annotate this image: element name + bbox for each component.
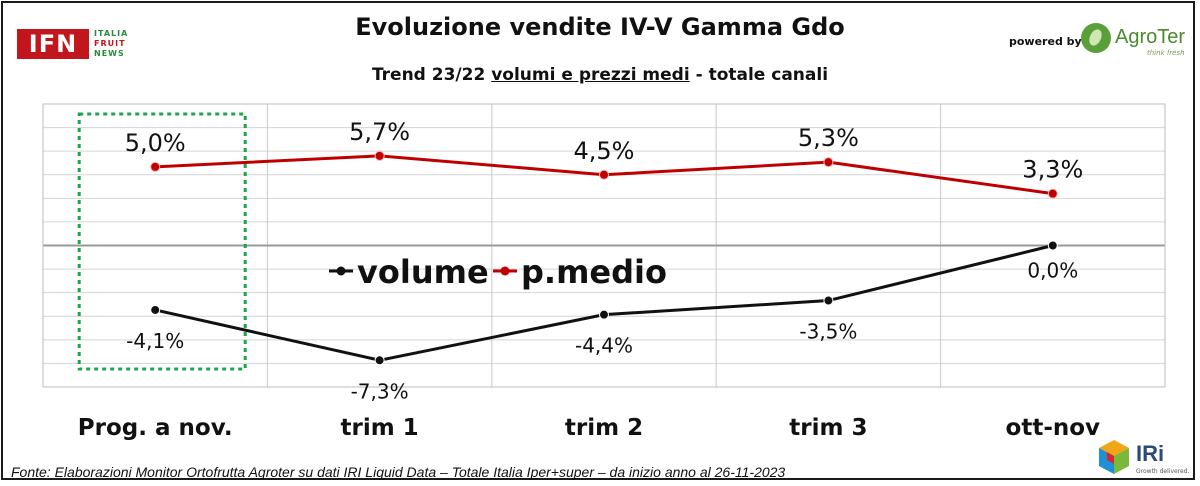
data-point-volume bbox=[374, 355, 385, 366]
subtitle-pre: Trend 23/22 bbox=[371, 65, 492, 85]
data-point-p.medio bbox=[599, 169, 609, 180]
chart-subtitle: Trend 23/22 volumi e prezzi medi - total… bbox=[3, 65, 1197, 85]
ifn-line-fruit: FRUIT bbox=[94, 39, 126, 48]
data-point-p.medio bbox=[1047, 188, 1058, 199]
ifn-mark: IFN bbox=[17, 29, 89, 59]
x-tick-label: trim 2 bbox=[565, 415, 643, 441]
data-label-p.medio: 4,5% bbox=[574, 137, 635, 165]
iri-logo: IRi Growth delivered. bbox=[1098, 439, 1192, 479]
data-label-p.medio: 5,7% bbox=[349, 118, 410, 146]
x-tick-label: ott-nov bbox=[1006, 415, 1101, 441]
subtitle-post: - totale canali bbox=[689, 65, 829, 85]
powered-by-label: powered by bbox=[1009, 35, 1082, 48]
data-label-volume: -3,5% bbox=[799, 320, 857, 344]
iri-cube-icon bbox=[1099, 440, 1129, 474]
data-label-volume: -4,1% bbox=[126, 329, 184, 353]
data-point-volume bbox=[823, 295, 834, 306]
data-point-p.medio bbox=[823, 157, 834, 168]
data-point-volume bbox=[599, 309, 609, 320]
italia-fruit-news-logo: IFN ITALIA FRUIT NEWS bbox=[17, 29, 141, 59]
data-label-volume: 0,0% bbox=[1027, 259, 1078, 283]
ifn-line-italia: ITALIA bbox=[94, 29, 129, 38]
x-tick-label: trim 3 bbox=[789, 415, 867, 441]
data-label-p.medio: 5,0% bbox=[125, 129, 186, 157]
data-point-volume bbox=[1047, 240, 1058, 251]
source-note: Fonte: Elaborazioni Monitor Ortofrutta A… bbox=[11, 464, 786, 480]
iri-tagline: Growth delivered. bbox=[1136, 468, 1190, 475]
data-label-p.medio: 3,3% bbox=[1022, 156, 1083, 184]
data-point-volume bbox=[150, 304, 161, 315]
x-tick-label: trim 1 bbox=[340, 415, 418, 441]
data-label-p.medio: 5,3% bbox=[798, 124, 859, 152]
ifn-line-news: NEWS bbox=[94, 49, 125, 58]
data-point-p.medio bbox=[150, 161, 161, 172]
agroter-leaf-icon bbox=[1081, 23, 1111, 53]
plot-area bbox=[42, 103, 1166, 388]
legend-swatch-marker bbox=[336, 266, 346, 276]
legend-label: p.medio bbox=[521, 253, 667, 291]
data-label-volume: -7,3% bbox=[351, 379, 409, 403]
highlight-box bbox=[77, 112, 247, 371]
data-point-p.medio bbox=[374, 150, 385, 161]
data-label-volume: -4,4% bbox=[575, 334, 633, 358]
legend-label: volume bbox=[357, 253, 489, 291]
legend-swatch-marker bbox=[500, 266, 510, 276]
agroter-name: AgroTer bbox=[1115, 26, 1186, 48]
ifn-wordmark: ITALIA FRUIT NEWS bbox=[94, 29, 128, 59]
line-chart: Prog. a nov. trim 1 trim 2 trim 3 ott-nov -4,… bbox=[42, 103, 1166, 441]
subtitle-underlined: volumi e prezzi medi bbox=[491, 65, 690, 85]
agroter-logo: AgroTer think fresh bbox=[1081, 23, 1191, 59]
x-tick-label: Prog. a nov. bbox=[78, 415, 233, 441]
agroter-tagline: think fresh bbox=[1147, 49, 1185, 57]
iri-name: IRi bbox=[1136, 441, 1165, 466]
chart-title: Evoluzione vendite IV-V Gamma Gdo bbox=[355, 13, 845, 41]
